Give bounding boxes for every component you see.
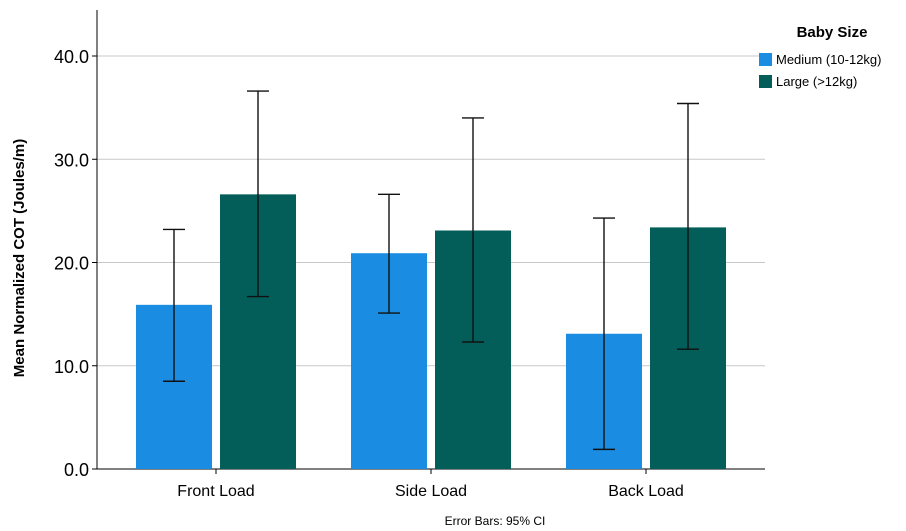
legend-swatch bbox=[759, 75, 772, 88]
legend-entry-label: Medium (10-12kg) bbox=[776, 52, 882, 67]
y-tick-label: 10.0 bbox=[54, 357, 89, 377]
bars bbox=[136, 194, 726, 470]
x-category-label: Back Load bbox=[608, 483, 684, 500]
y-tick-label: 30.0 bbox=[54, 150, 89, 170]
y-tick-label: 20.0 bbox=[54, 254, 89, 274]
x-category-label: Front Load bbox=[177, 483, 254, 500]
y-axis-label: Mean Normalized COT (Joules/m) bbox=[11, 139, 28, 377]
y-tick-label: 40.0 bbox=[54, 47, 89, 67]
legend: Baby Size Medium (10-12kg) Large (>12kg) bbox=[759, 24, 882, 89]
error-bars bbox=[163, 90, 699, 451]
legend-title: Baby Size bbox=[797, 24, 868, 41]
y-tick-label: 0.0 bbox=[64, 460, 89, 480]
legend-entry-label: Large (>12kg) bbox=[776, 74, 857, 89]
y-axis-ticks: 0.0 10.0 20.0 30.0 40.0 bbox=[54, 47, 97, 480]
x-category-label: Side Load bbox=[395, 483, 467, 500]
footnote: Error Bars: 95% CI bbox=[445, 514, 546, 528]
x-axis-labels: Front Load Side Load Back Load bbox=[177, 469, 684, 500]
legend-swatch bbox=[759, 53, 772, 66]
